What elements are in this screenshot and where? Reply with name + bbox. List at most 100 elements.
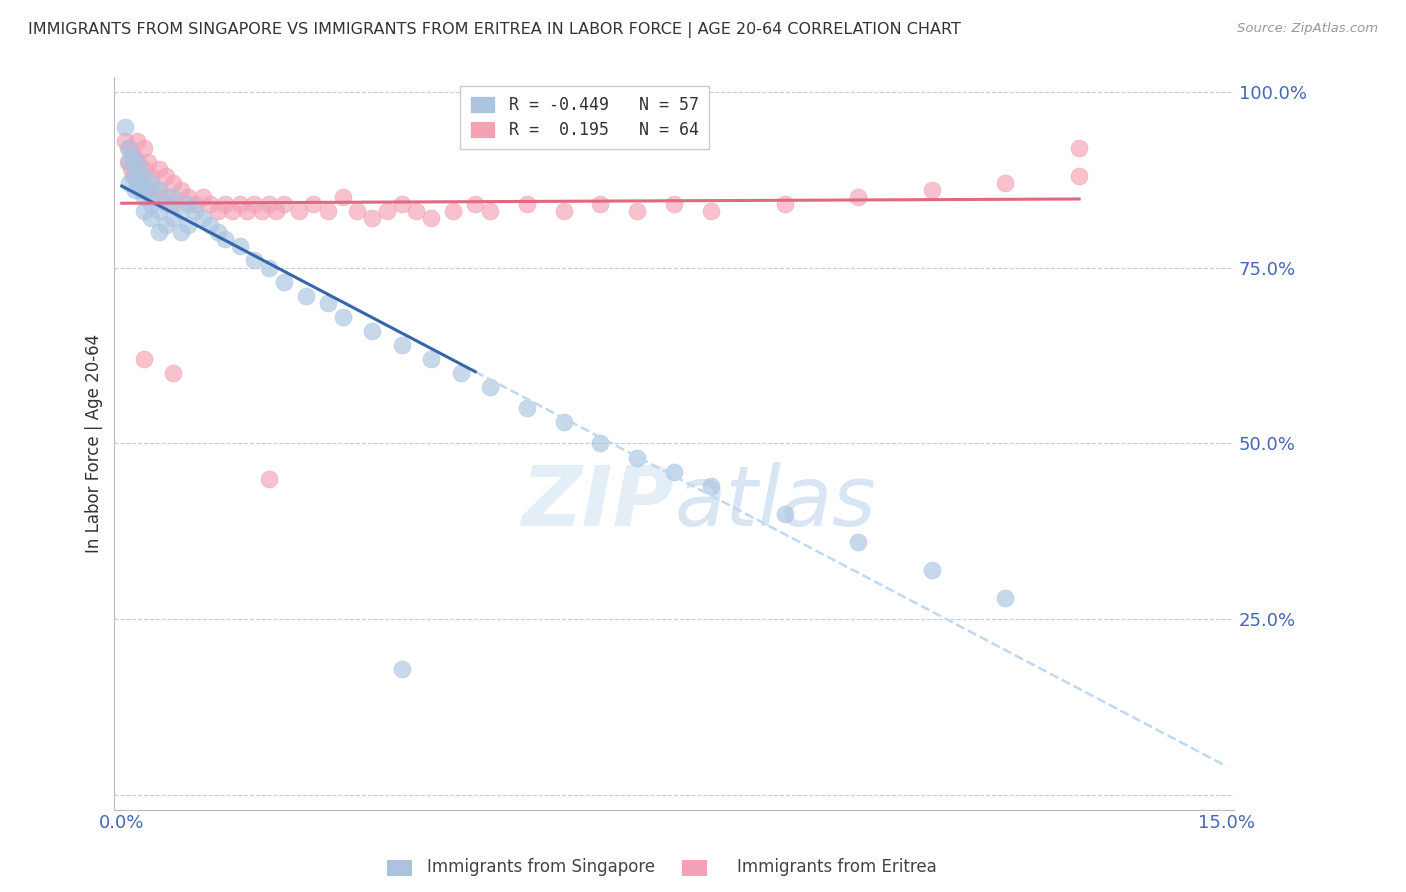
Point <box>361 324 384 338</box>
Point <box>191 190 214 204</box>
Point <box>405 204 427 219</box>
Point <box>626 450 648 465</box>
Point <box>132 161 155 176</box>
Point <box>773 507 796 521</box>
Point <box>332 190 354 204</box>
Point <box>464 197 486 211</box>
Point <box>243 197 266 211</box>
Point <box>994 176 1017 190</box>
Point <box>191 211 214 226</box>
Point <box>266 204 288 219</box>
Point <box>155 169 177 183</box>
Point <box>177 190 200 204</box>
Point <box>516 401 538 416</box>
Point <box>198 197 221 211</box>
Point <box>316 295 339 310</box>
Point <box>243 253 266 268</box>
Text: Immigrants from Eritrea: Immigrants from Eritrea <box>737 858 936 876</box>
Point <box>129 183 152 197</box>
Point <box>553 204 575 219</box>
Point <box>148 183 170 197</box>
Point <box>287 204 309 219</box>
Point <box>221 204 243 219</box>
Point <box>332 310 354 324</box>
Point <box>375 204 398 219</box>
Point <box>316 204 339 219</box>
Point <box>250 204 273 219</box>
Point <box>141 190 163 204</box>
Point <box>198 219 221 233</box>
Y-axis label: In Labor Force | Age 20-64: In Labor Force | Age 20-64 <box>86 334 103 553</box>
Point <box>155 197 177 211</box>
Point <box>391 662 413 676</box>
Point <box>516 197 538 211</box>
Text: Source: ZipAtlas.com: Source: ZipAtlas.com <box>1237 22 1378 36</box>
Point <box>1069 169 1091 183</box>
Point <box>118 176 141 190</box>
Point <box>120 148 142 162</box>
Point <box>184 204 207 219</box>
Point <box>184 197 207 211</box>
Point <box>125 176 148 190</box>
Point <box>127 155 149 169</box>
Point <box>162 197 184 211</box>
Point <box>228 239 250 253</box>
Point <box>162 211 184 226</box>
Point <box>228 197 250 211</box>
Point <box>141 211 163 226</box>
Point <box>132 190 155 204</box>
Text: atlas: atlas <box>673 461 876 542</box>
Point <box>553 416 575 430</box>
Point <box>420 351 443 366</box>
Point <box>117 141 139 155</box>
Point <box>589 197 612 211</box>
Point <box>177 197 200 211</box>
Point <box>921 563 943 577</box>
Point <box>478 204 501 219</box>
Point <box>132 183 155 197</box>
Point <box>125 134 148 148</box>
Point <box>136 183 159 197</box>
Point <box>132 204 155 219</box>
Point <box>170 204 193 219</box>
Point <box>994 591 1017 606</box>
Point <box>148 161 170 176</box>
Point <box>155 190 177 204</box>
Point <box>700 479 723 493</box>
Point <box>114 134 136 148</box>
Point <box>127 161 149 176</box>
Point <box>273 197 295 211</box>
Point <box>846 535 869 549</box>
Point <box>118 141 141 155</box>
Point <box>391 338 413 352</box>
Point <box>391 197 413 211</box>
Point <box>207 204 229 219</box>
Point <box>295 288 318 302</box>
Point <box>148 225 170 239</box>
Point <box>662 197 685 211</box>
Point <box>589 436 612 450</box>
Text: IMMIGRANTS FROM SINGAPORE VS IMMIGRANTS FROM ERITREA IN LABOR FORCE | AGE 20-64 : IMMIGRANTS FROM SINGAPORE VS IMMIGRANTS … <box>28 22 960 38</box>
Point <box>155 219 177 233</box>
Point <box>441 204 464 219</box>
Point <box>148 204 170 219</box>
Point <box>124 169 146 183</box>
Point <box>162 190 184 204</box>
Point <box>120 161 142 176</box>
Point <box>273 275 295 289</box>
Point <box>121 169 143 183</box>
Point <box>257 197 280 211</box>
Point <box>450 366 472 380</box>
Point <box>662 465 685 479</box>
Point <box>132 351 155 366</box>
Point <box>361 211 384 226</box>
Point <box>118 155 141 169</box>
Point <box>921 183 943 197</box>
Point <box>148 183 170 197</box>
Point <box>141 197 163 211</box>
Point <box>478 380 501 394</box>
Point <box>177 219 200 233</box>
Point <box>141 176 163 190</box>
Point <box>117 155 139 169</box>
Point <box>1069 141 1091 155</box>
